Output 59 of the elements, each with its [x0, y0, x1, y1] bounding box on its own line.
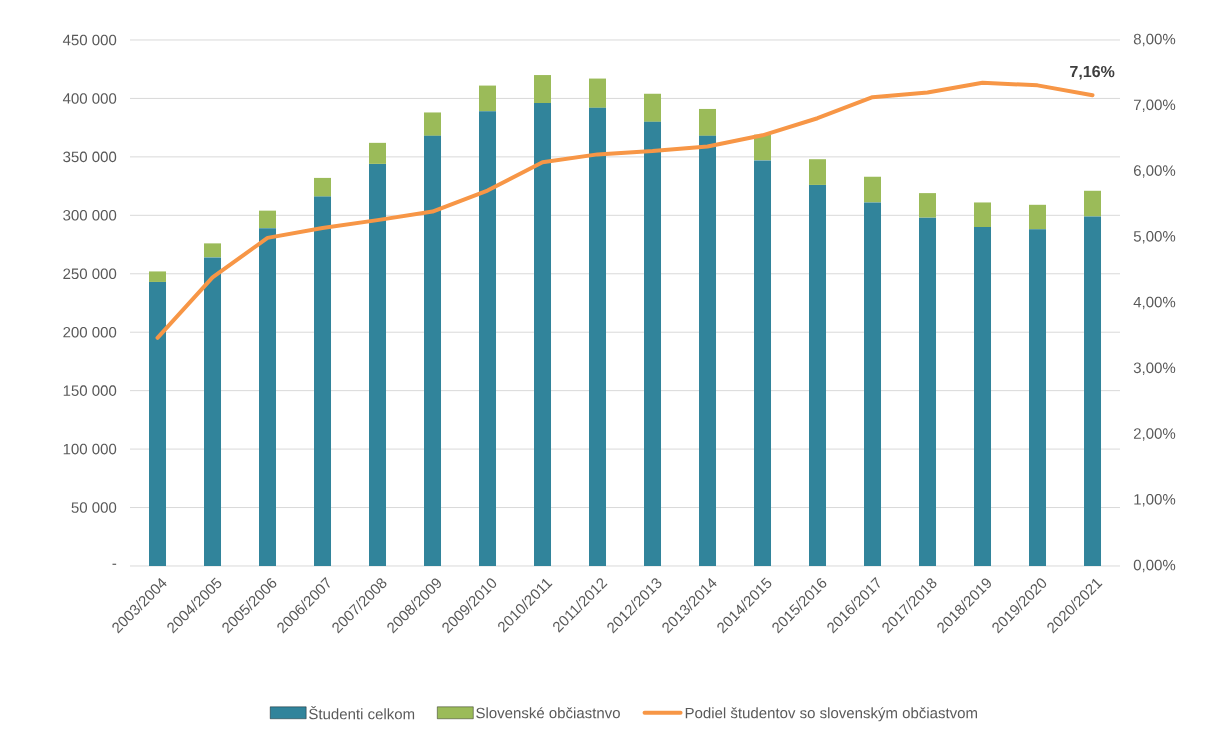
bar	[699, 108, 717, 136]
bar	[534, 75, 552, 104]
bar	[479, 111, 497, 566]
y-tick-label: 150 000	[63, 385, 117, 396]
bar	[149, 271, 167, 282]
y-tick-label: -	[112, 563, 117, 565]
y-tick-label: 200 000	[63, 326, 117, 338]
bar	[204, 243, 222, 258]
bar	[259, 228, 277, 566]
y-tick-label: 250 000	[63, 268, 117, 280]
line-series	[155, 80, 1095, 340]
y-tick-label: 50 000	[71, 502, 117, 513]
bar	[644, 121, 662, 566]
y2-tick-label: 6,00%	[1133, 165, 1176, 178]
y2-tick-label: 3,00%	[1133, 362, 1176, 375]
bar	[919, 217, 937, 566]
bar	[974, 227, 992, 566]
legend-label: Študenti celkom	[309, 706, 415, 720]
bar	[644, 93, 662, 122]
annotation: 7,16%	[1070, 65, 1115, 80]
bar	[1084, 190, 1102, 217]
bar	[259, 210, 277, 229]
bar	[204, 257, 222, 566]
bar	[589, 78, 607, 108]
y2-tick-label: 8,00%	[1133, 33, 1176, 47]
y2-tick-label: 5,00%	[1133, 231, 1176, 244]
bar	[314, 177, 332, 197]
bar	[919, 193, 937, 218]
bar	[1029, 229, 1047, 566]
bar	[699, 135, 717, 566]
bar	[369, 142, 387, 164]
y-tick-label: 350 000	[63, 151, 117, 163]
y2-tick-label: 4,00%	[1133, 296, 1176, 310]
bar	[479, 85, 497, 112]
bar	[314, 196, 332, 566]
bar	[1029, 204, 1047, 230]
y-tick-label: 300 000	[63, 210, 117, 221]
y2-tick-label: 1,00%	[1134, 494, 1176, 507]
y-tick-label: 450 000	[62, 34, 117, 46]
bar	[809, 159, 827, 185]
bar	[369, 163, 387, 566]
bar	[1084, 216, 1102, 566]
bar	[809, 184, 827, 566]
bar	[424, 112, 442, 136]
bar	[589, 107, 607, 566]
bar	[754, 160, 772, 566]
y2-tick-label: 0,00%	[1133, 559, 1176, 573]
legend-label: Podiel študentov so slovenským občiastvom	[685, 707, 977, 722]
y-tick-label: 100 000	[63, 443, 117, 455]
bar	[534, 103, 552, 566]
bar	[864, 176, 882, 203]
bar	[424, 135, 442, 566]
bar	[974, 202, 992, 228]
y2-tick-label: 2,00%	[1133, 428, 1176, 441]
y-tick-label: 400 000	[62, 93, 117, 104]
legend-label: Slovenské občiastnvo	[476, 707, 620, 719]
bar	[149, 281, 167, 566]
bar	[864, 202, 882, 566]
y2-tick-label: 7,00%	[1133, 99, 1176, 112]
